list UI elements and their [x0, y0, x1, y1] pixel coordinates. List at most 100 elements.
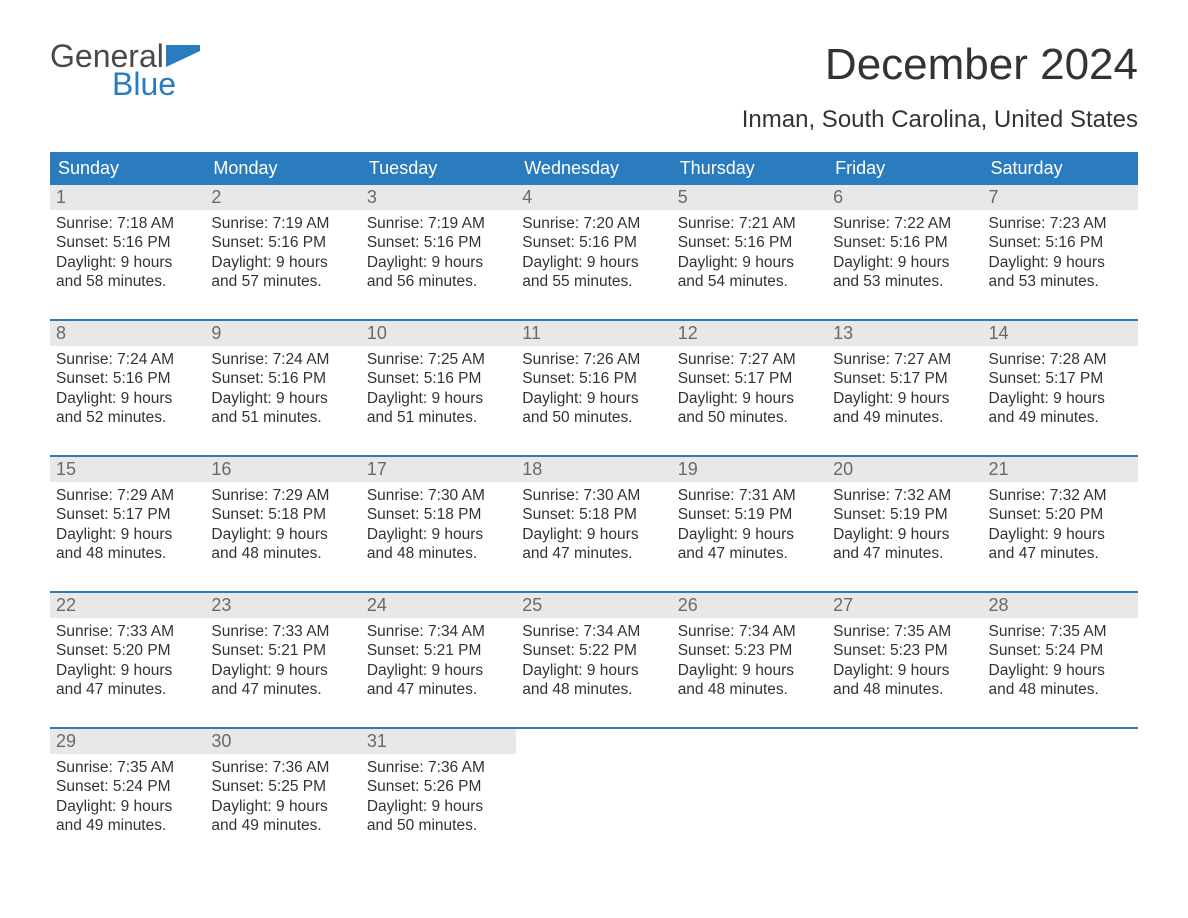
calendar-day: 19Sunrise: 7:31 AMSunset: 5:19 PMDayligh…: [672, 457, 827, 577]
day-number: 18: [516, 457, 671, 482]
day-details: Sunrise: 7:31 AMSunset: 5:19 PMDaylight:…: [672, 482, 827, 568]
day-details: Sunrise: 7:36 AMSunset: 5:25 PMDaylight:…: [205, 754, 360, 840]
calendar-day: 15Sunrise: 7:29 AMSunset: 5:17 PMDayligh…: [50, 457, 205, 577]
calendar-day: 11Sunrise: 7:26 AMSunset: 5:16 PMDayligh…: [516, 321, 671, 441]
sunset-line: Sunset: 5:17 PM: [989, 369, 1132, 388]
day-header: Monday: [205, 152, 360, 185]
sunset-line: Sunset: 5:16 PM: [211, 233, 354, 252]
calendar-day: 4Sunrise: 7:20 AMSunset: 5:16 PMDaylight…: [516, 185, 671, 305]
logo-word2: Blue: [50, 68, 200, 100]
daylight-line: Daylight: 9 hours and 55 minutes.: [522, 253, 665, 292]
calendar-day: [827, 729, 982, 849]
sunset-line: Sunset: 5:25 PM: [211, 777, 354, 796]
sunrise-line: Sunrise: 7:34 AM: [522, 622, 665, 641]
day-details: Sunrise: 7:18 AMSunset: 5:16 PMDaylight:…: [50, 210, 205, 296]
day-number: 5: [672, 185, 827, 210]
daylight-line: Daylight: 9 hours and 47 minutes.: [367, 661, 510, 700]
day-header: Tuesday: [361, 152, 516, 185]
daylight-line: Daylight: 9 hours and 48 minutes.: [678, 661, 821, 700]
sunrise-line: Sunrise: 7:24 AM: [56, 350, 199, 369]
day-number: 26: [672, 593, 827, 618]
sunrise-line: Sunrise: 7:31 AM: [678, 486, 821, 505]
day-number: [827, 729, 982, 733]
calendar-day: 24Sunrise: 7:34 AMSunset: 5:21 PMDayligh…: [361, 593, 516, 713]
calendar-day: [983, 729, 1138, 849]
day-details: Sunrise: 7:35 AMSunset: 5:24 PMDaylight:…: [983, 618, 1138, 704]
day-details: Sunrise: 7:36 AMSunset: 5:26 PMDaylight:…: [361, 754, 516, 840]
sunset-line: Sunset: 5:16 PM: [522, 369, 665, 388]
day-details: Sunrise: 7:33 AMSunset: 5:21 PMDaylight:…: [205, 618, 360, 704]
day-number: 3: [361, 185, 516, 210]
day-number: 28: [983, 593, 1138, 618]
day-number: 19: [672, 457, 827, 482]
day-number: 17: [361, 457, 516, 482]
day-header: Thursday: [672, 152, 827, 185]
calendar-day: 13Sunrise: 7:27 AMSunset: 5:17 PMDayligh…: [827, 321, 982, 441]
daylight-line: Daylight: 9 hours and 49 minutes.: [211, 797, 354, 836]
sunrise-line: Sunrise: 7:21 AM: [678, 214, 821, 233]
day-number: 6: [827, 185, 982, 210]
daylight-line: Daylight: 9 hours and 56 minutes.: [367, 253, 510, 292]
calendar-day: 27Sunrise: 7:35 AMSunset: 5:23 PMDayligh…: [827, 593, 982, 713]
sunset-line: Sunset: 5:20 PM: [56, 641, 199, 660]
calendar-day: [672, 729, 827, 849]
sunset-line: Sunset: 5:16 PM: [367, 369, 510, 388]
daylight-line: Daylight: 9 hours and 48 minutes.: [522, 661, 665, 700]
day-number: 16: [205, 457, 360, 482]
page-title: December 2024: [825, 40, 1138, 90]
day-details: Sunrise: 7:35 AMSunset: 5:23 PMDaylight:…: [827, 618, 982, 704]
calendar-day: [516, 729, 671, 849]
sunset-line: Sunset: 5:18 PM: [367, 505, 510, 524]
daylight-line: Daylight: 9 hours and 52 minutes.: [56, 389, 199, 428]
day-number: [516, 729, 671, 733]
calendar-day: 31Sunrise: 7:36 AMSunset: 5:26 PMDayligh…: [361, 729, 516, 849]
sunset-line: Sunset: 5:16 PM: [56, 369, 199, 388]
day-details: Sunrise: 7:25 AMSunset: 5:16 PMDaylight:…: [361, 346, 516, 432]
daylight-line: Daylight: 9 hours and 49 minutes.: [56, 797, 199, 836]
calendar: Sunday Monday Tuesday Wednesday Thursday…: [50, 152, 1138, 849]
day-details: Sunrise: 7:28 AMSunset: 5:17 PMDaylight:…: [983, 346, 1138, 432]
day-details: Sunrise: 7:29 AMSunset: 5:18 PMDaylight:…: [205, 482, 360, 568]
daylight-line: Daylight: 9 hours and 53 minutes.: [833, 253, 976, 292]
day-number: 21: [983, 457, 1138, 482]
sunrise-line: Sunrise: 7:32 AM: [989, 486, 1132, 505]
calendar-day: 22Sunrise: 7:33 AMSunset: 5:20 PMDayligh…: [50, 593, 205, 713]
daylight-line: Daylight: 9 hours and 47 minutes.: [211, 661, 354, 700]
calendar-day: 23Sunrise: 7:33 AMSunset: 5:21 PMDayligh…: [205, 593, 360, 713]
logo-flag-icon: [166, 45, 200, 67]
sunset-line: Sunset: 5:16 PM: [678, 233, 821, 252]
sunrise-line: Sunrise: 7:19 AM: [367, 214, 510, 233]
sunrise-line: Sunrise: 7:24 AM: [211, 350, 354, 369]
day-number: [672, 729, 827, 733]
daylight-line: Daylight: 9 hours and 48 minutes.: [367, 525, 510, 564]
sunset-line: Sunset: 5:19 PM: [678, 505, 821, 524]
calendar-day: 14Sunrise: 7:28 AMSunset: 5:17 PMDayligh…: [983, 321, 1138, 441]
day-details: Sunrise: 7:27 AMSunset: 5:17 PMDaylight:…: [827, 346, 982, 432]
sunrise-line: Sunrise: 7:33 AM: [211, 622, 354, 641]
sunrise-line: Sunrise: 7:33 AM: [56, 622, 199, 641]
daylight-line: Daylight: 9 hours and 48 minutes.: [989, 661, 1132, 700]
daylight-line: Daylight: 9 hours and 50 minutes.: [367, 797, 510, 836]
daylight-line: Daylight: 9 hours and 57 minutes.: [211, 253, 354, 292]
daylight-line: Daylight: 9 hours and 48 minutes.: [833, 661, 976, 700]
day-details: Sunrise: 7:26 AMSunset: 5:16 PMDaylight:…: [516, 346, 671, 432]
sunset-line: Sunset: 5:16 PM: [833, 233, 976, 252]
day-number: 13: [827, 321, 982, 346]
daylight-line: Daylight: 9 hours and 47 minutes.: [989, 525, 1132, 564]
calendar-day: 3Sunrise: 7:19 AMSunset: 5:16 PMDaylight…: [361, 185, 516, 305]
day-number: [983, 729, 1138, 733]
sunrise-line: Sunrise: 7:34 AM: [367, 622, 510, 641]
day-details: Sunrise: 7:34 AMSunset: 5:21 PMDaylight:…: [361, 618, 516, 704]
sunrise-line: Sunrise: 7:20 AM: [522, 214, 665, 233]
day-details: Sunrise: 7:30 AMSunset: 5:18 PMDaylight:…: [516, 482, 671, 568]
calendar-day: 9Sunrise: 7:24 AMSunset: 5:16 PMDaylight…: [205, 321, 360, 441]
day-details: Sunrise: 7:24 AMSunset: 5:16 PMDaylight:…: [50, 346, 205, 432]
location-subtitle: Inman, South Carolina, United States: [50, 106, 1138, 134]
calendar-day: 29Sunrise: 7:35 AMSunset: 5:24 PMDayligh…: [50, 729, 205, 849]
daylight-line: Daylight: 9 hours and 47 minutes.: [56, 661, 199, 700]
day-number: 11: [516, 321, 671, 346]
sunset-line: Sunset: 5:17 PM: [56, 505, 199, 524]
day-details: Sunrise: 7:32 AMSunset: 5:20 PMDaylight:…: [983, 482, 1138, 568]
calendar-week: 1Sunrise: 7:18 AMSunset: 5:16 PMDaylight…: [50, 185, 1138, 305]
day-number: 31: [361, 729, 516, 754]
